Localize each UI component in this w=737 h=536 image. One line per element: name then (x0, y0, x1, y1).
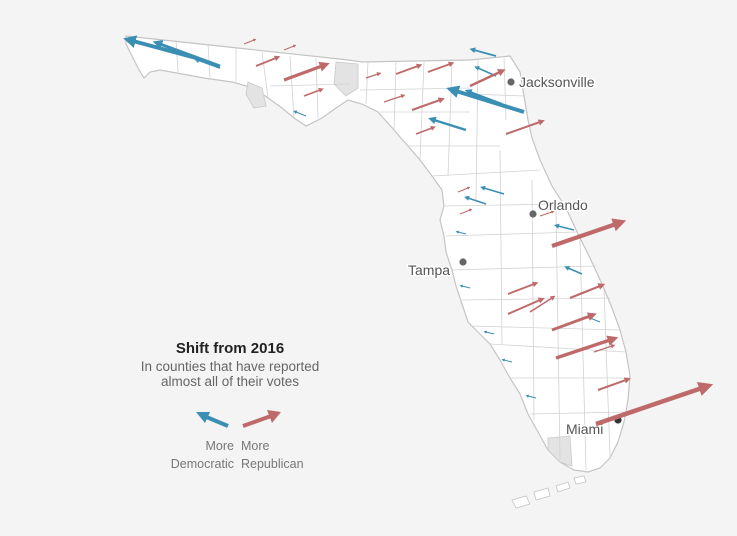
florida-keys (511, 475, 587, 509)
dem-shift-arrow (293, 110, 307, 117)
rep-shift-arrow (595, 381, 714, 427)
rep-shift-arrow (283, 44, 297, 51)
rep-shift-arrow (469, 69, 506, 88)
rep-shift-arrow (529, 295, 556, 313)
rep-shift-arrow (459, 208, 473, 215)
miami-label: Miami (566, 421, 603, 437)
city-markers: Jacksonville Orlando Tampa Miami (407, 73, 622, 439)
dem-shift-arrow (525, 394, 537, 399)
jacksonville-label: Jacksonville (519, 74, 595, 90)
rep-shift-arrow (555, 335, 619, 360)
rep-shift-arrow (411, 97, 445, 111)
dem-shift-arrow (152, 40, 221, 68)
legend-key-democratic: More Democratic (144, 408, 234, 471)
dem-shift-arrow (464, 89, 503, 106)
jacksonville-dot (507, 78, 515, 86)
tampa-dot (459, 258, 467, 266)
dem-shift-arrow (483, 330, 495, 335)
legend-keys: More Democratic More Republican (120, 408, 340, 478)
dem-shift-arrow (193, 57, 221, 69)
legend-subtitle-line1: In counties that have reported (140, 359, 320, 374)
county-borders (175, 39, 630, 471)
legend-key-republican: More Republican (241, 408, 331, 471)
rep-shift-arrow (569, 283, 606, 300)
dem-shift-arrow (469, 47, 497, 57)
rep-shift-arrow (539, 210, 555, 217)
dem-shift-arrow (459, 284, 471, 289)
rep-shift-arrow (303, 87, 324, 97)
dem-shift-arrow (428, 116, 467, 132)
legend-dem-line2: Democratic (170, 457, 234, 471)
dem-shift-arrow (501, 358, 513, 363)
legend-rep-line2: Republican (241, 457, 304, 471)
dem-shift-arrow (123, 35, 197, 60)
dem-shift-arrow (455, 230, 467, 235)
rep-shift-arrow (507, 297, 545, 315)
rep-shift-arrow (551, 312, 597, 332)
dem-shift-arrow (464, 195, 487, 205)
dem-shift-arrow (554, 223, 575, 231)
shift-arrows (123, 35, 714, 427)
rep-shift-arrow (383, 94, 406, 103)
rep-shift-arrow (415, 125, 436, 135)
rep-shift-arrow (593, 344, 616, 353)
rep-shift-arrow (243, 38, 257, 45)
rep-shift-arrow (505, 119, 545, 135)
rep-arrow-icon (242, 410, 281, 428)
dem-shift-arrow (564, 266, 583, 275)
rep-shift-arrow (427, 61, 455, 73)
florida-outline (125, 35, 631, 473)
tampa-label: Tampa (408, 262, 450, 278)
legend: Shift from 2016 In counties that have re… (120, 340, 340, 471)
dem-arrow-icon (196, 412, 229, 428)
rep-shift-arrow (551, 218, 627, 248)
rep-shift-arrow (283, 61, 330, 82)
legend-subtitle-line2: almost all of their votes (160, 374, 300, 389)
rep-shift-arrow (255, 55, 281, 67)
dem-shift-arrow (480, 185, 505, 195)
rep-shift-arrow (457, 186, 471, 193)
rep-shift-arrow (597, 377, 631, 391)
rep-shift-arrow (365, 72, 382, 79)
rep-shift-arrow (395, 63, 423, 75)
orlando-label: Orlando (538, 197, 588, 213)
legend-dem-line1: More (205, 439, 234, 453)
orlando-dot (529, 210, 537, 218)
legend-rep-line1: More (241, 439, 270, 453)
rep-shift-arrow (507, 281, 539, 295)
legend-title: Shift from 2016 (175, 340, 285, 357)
